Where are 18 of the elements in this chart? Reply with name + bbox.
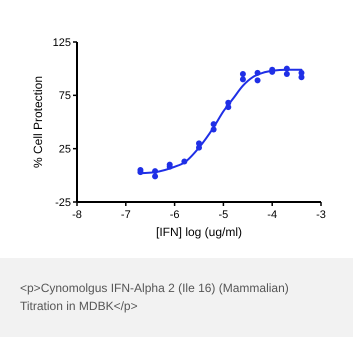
x-tick-label: -7 xyxy=(120,209,131,221)
x-tick-label: -6 xyxy=(170,209,180,221)
point xyxy=(284,71,290,77)
point xyxy=(152,173,158,180)
x-tick-label: -5 xyxy=(218,209,228,221)
text: <p>Cynomolgus IFN-Alpha 2 (Ile 16) (Mammalian) Titration in MDBK</p> xyxy=(20,281,289,313)
y-tick-label: -25 xyxy=(55,196,71,209)
y-tick-label: 75 xyxy=(58,90,71,102)
y-tick-label: 25 xyxy=(58,144,71,156)
x-axis-title: [IFN] log (ug/ml) xyxy=(156,225,242,239)
point xyxy=(240,76,246,82)
point xyxy=(240,71,246,77)
y-axis-title: % Cell Protection xyxy=(31,76,45,168)
x-tick-label: -3 xyxy=(316,209,326,221)
point xyxy=(254,77,261,84)
x-tick-label: -8 xyxy=(72,209,82,221)
x-tick-label: -4 xyxy=(267,209,278,221)
y-tick-label: 125 xyxy=(52,36,71,49)
